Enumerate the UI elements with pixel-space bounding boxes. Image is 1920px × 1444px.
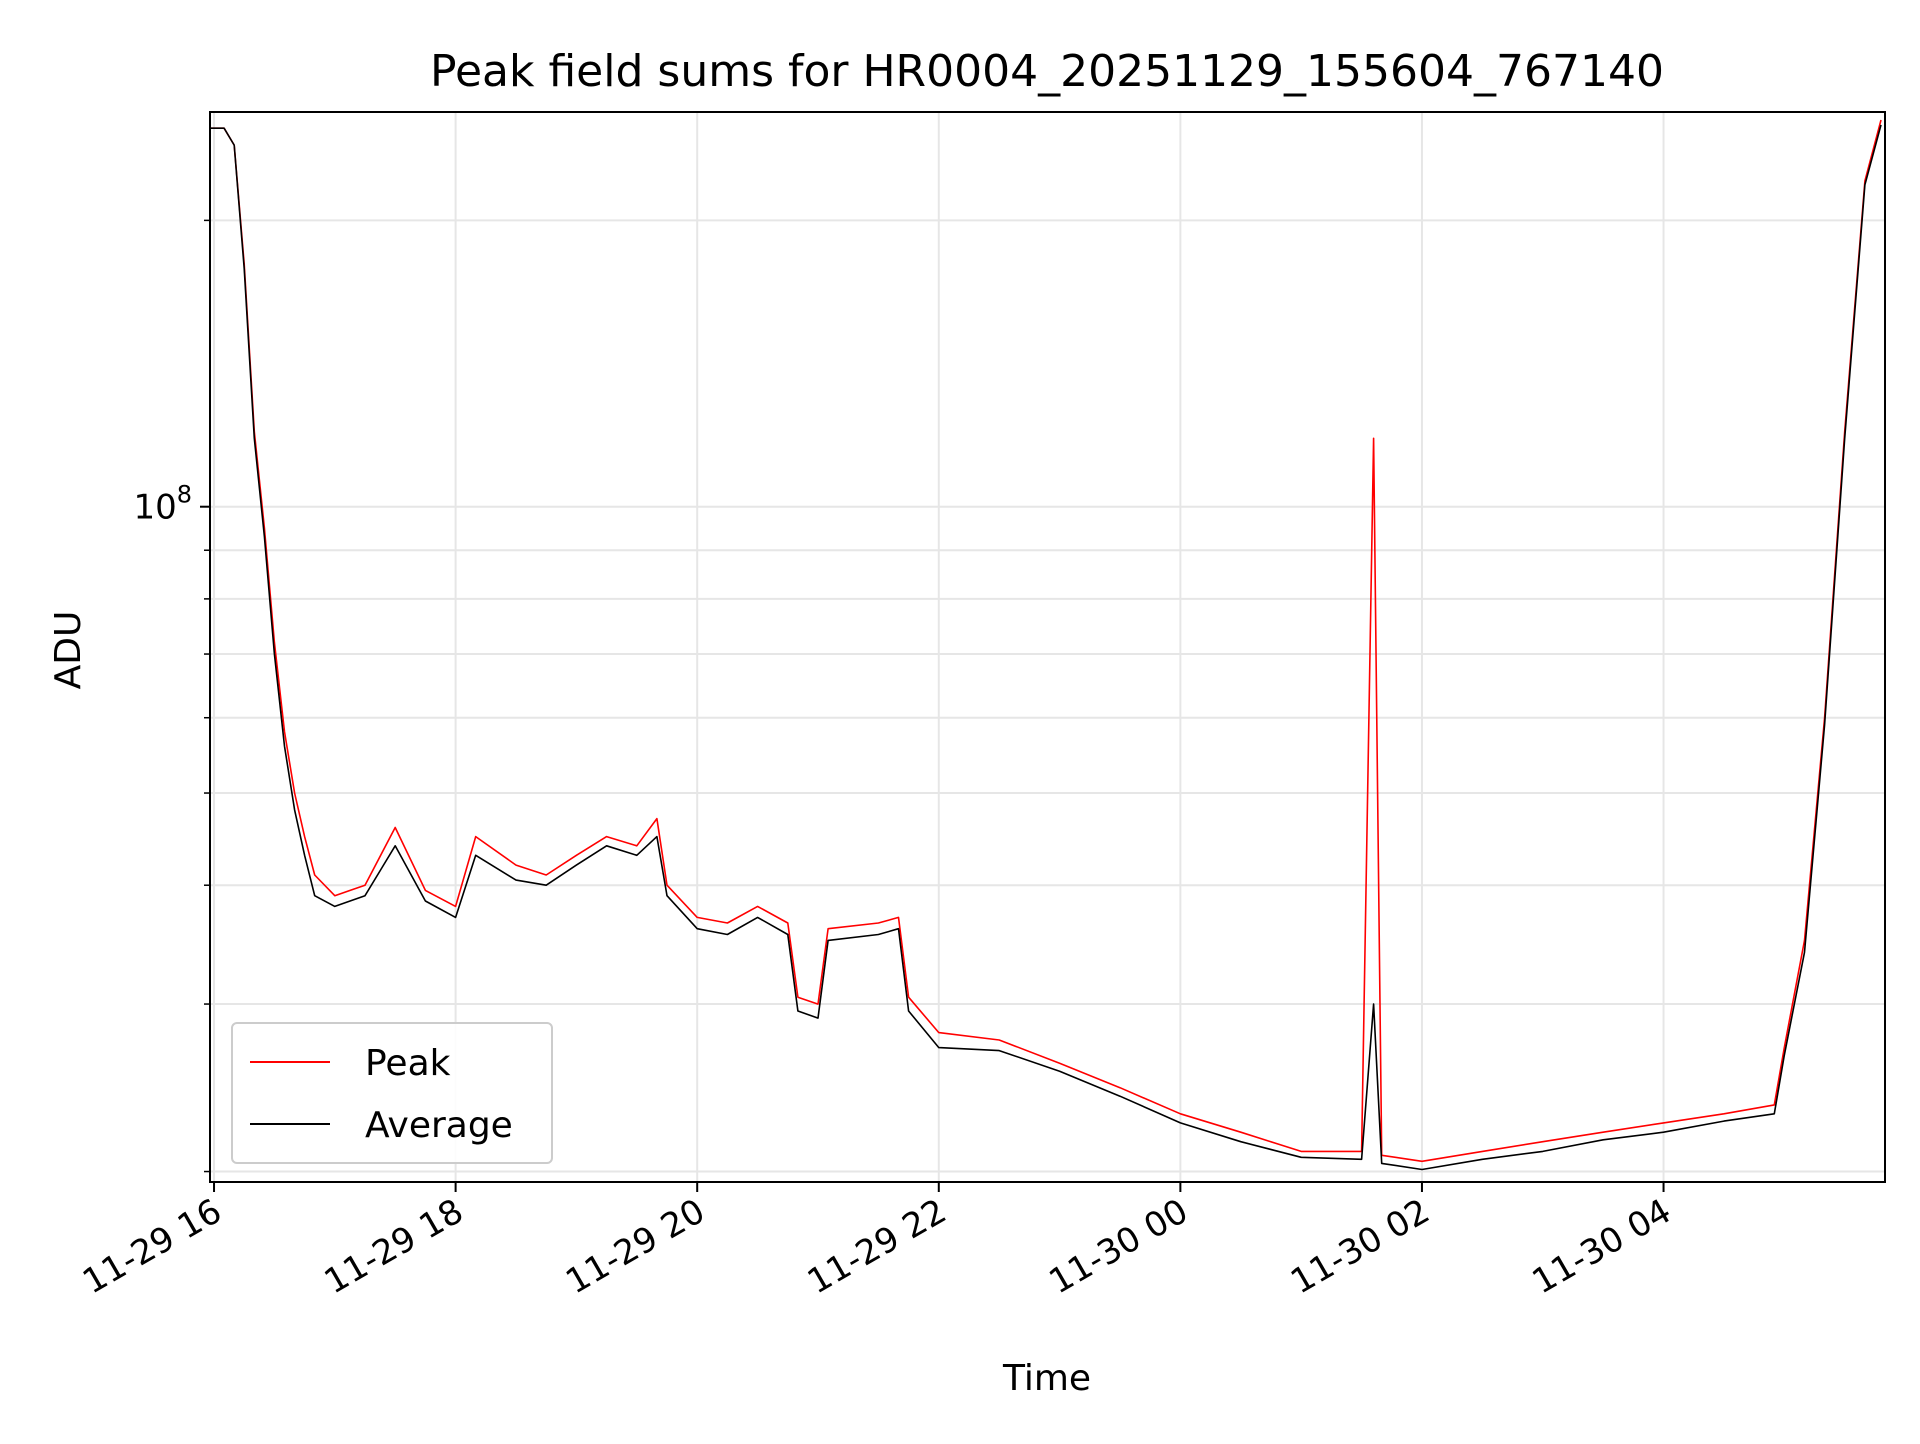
legend-label-peak: Peak — [365, 1043, 451, 1084]
legend: Peak Average — [231, 1022, 553, 1164]
y-axis-label: ADU — [48, 611, 89, 690]
x-axis-label: Time — [1002, 1358, 1091, 1399]
legend-label-average: Average — [365, 1105, 513, 1146]
grid-layer — [210, 112, 1885, 1182]
series-layer — [210, 119, 1882, 1171]
series-line-average — [210, 124, 1882, 1171]
series-line-peak — [210, 119, 1882, 1163]
y-tick-label: 108 — [133, 481, 192, 528]
legend-box — [231, 1022, 553, 1164]
chart-title: Peak field sums for HR0004_20251129_1556… — [430, 46, 1664, 97]
plot-frame — [209, 111, 1886, 1183]
